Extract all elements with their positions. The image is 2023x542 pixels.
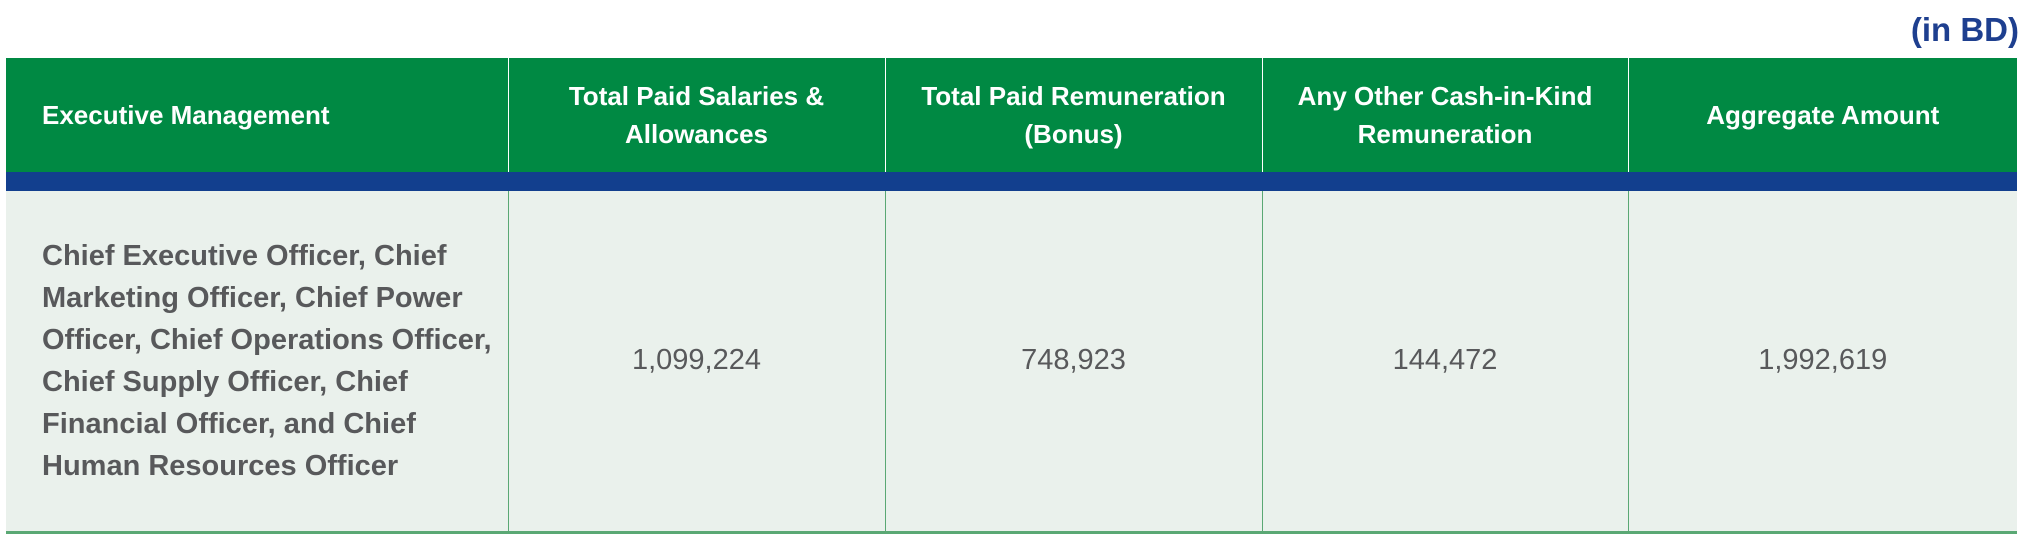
cell-salaries-allowances: 1,099,224 [507, 191, 886, 534]
remuneration-table: Executive Management Total Paid Salaries… [6, 58, 2017, 534]
cell-other-cash-in-kind: 144,472 [1261, 191, 1629, 534]
header-divider-stripe [6, 172, 2017, 191]
unit-note: (in BD) [1910, 11, 2019, 48]
divider-stripe [6, 172, 2017, 191]
header-other-cash-in-kind: Any Other Cash-in-Kind Remuneration [1261, 58, 1629, 172]
header-salaries-allowances: Total Paid Salaries & Allowances [507, 58, 886, 172]
header-executive-management: Executive Management [6, 58, 509, 172]
header-aggregate-amount: Aggregate Amount [1627, 58, 2017, 172]
remuneration-table-grid: Executive Management Total Paid Salaries… [6, 58, 2017, 534]
cell-executive-management: Chief Executive Officer, Chief Marketing… [6, 191, 509, 534]
cell-remuneration-bonus: 748,923 [884, 191, 1263, 534]
header-remuneration-bonus: Total Paid Remuneration (Bonus) [884, 58, 1263, 172]
cell-aggregate-amount: 1,992,619 [1627, 191, 2017, 534]
table-row: Chief Executive Officer, Chief Marketing… [6, 191, 2017, 534]
table-header-row: Executive Management Total Paid Salaries… [6, 58, 2017, 172]
